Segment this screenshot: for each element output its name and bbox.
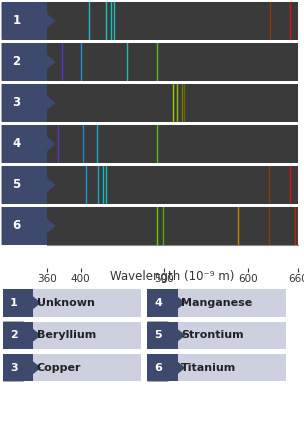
- Polygon shape: [3, 354, 41, 381]
- Text: 1: 1: [12, 14, 21, 27]
- Polygon shape: [2, 2, 55, 40]
- Text: Beryllium: Beryllium: [36, 330, 96, 340]
- Text: 1: 1: [10, 298, 18, 308]
- Text: 2: 2: [12, 55, 21, 68]
- Text: 4: 4: [12, 138, 21, 150]
- Polygon shape: [2, 43, 55, 81]
- Polygon shape: [2, 84, 55, 122]
- Text: 6: 6: [12, 219, 21, 233]
- Text: Titanium: Titanium: [181, 363, 236, 373]
- Text: Copper: Copper: [36, 363, 81, 373]
- Text: 3: 3: [12, 97, 21, 109]
- Polygon shape: [147, 289, 185, 316]
- Text: Unknown: Unknown: [36, 298, 94, 308]
- Polygon shape: [2, 207, 55, 245]
- Polygon shape: [3, 322, 41, 349]
- Polygon shape: [2, 166, 55, 204]
- Polygon shape: [3, 289, 41, 316]
- Text: 6: 6: [154, 363, 162, 373]
- Text: 4: 4: [154, 298, 162, 308]
- Text: 5: 5: [154, 330, 162, 340]
- Polygon shape: [147, 354, 185, 381]
- Text: 5: 5: [12, 179, 21, 192]
- Text: Strontium: Strontium: [181, 330, 244, 340]
- Polygon shape: [147, 322, 185, 349]
- Text: 3: 3: [10, 363, 18, 373]
- Text: 2: 2: [10, 330, 18, 340]
- Text: Manganese: Manganese: [181, 298, 252, 308]
- Polygon shape: [2, 125, 55, 163]
- Text: Wavelength (10⁻⁹ m): Wavelength (10⁻⁹ m): [110, 270, 235, 283]
